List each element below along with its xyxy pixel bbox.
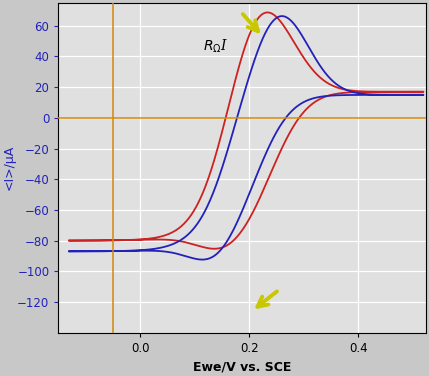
X-axis label: Ewe/V vs. SCE: Ewe/V vs. SCE [193,360,292,373]
Y-axis label: <I>/μA: <I>/μA [3,145,16,190]
Text: $R_\Omega$I: $R_\Omega$I [203,37,228,55]
